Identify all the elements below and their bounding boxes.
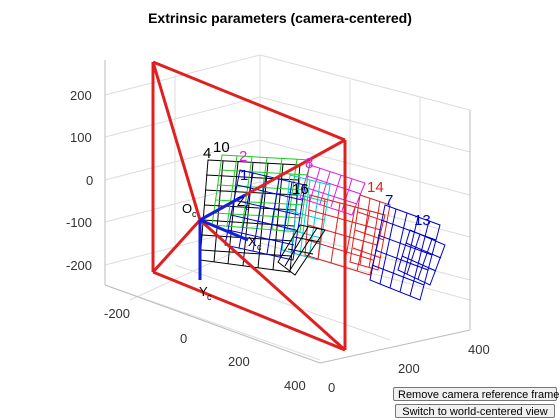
y-axis-subscript: c [207,292,212,302]
origin-label: O [182,201,192,216]
y-tick: 200 [398,361,420,376]
x-axis-subscript: c [257,242,262,252]
z-tick: -200 [66,258,92,273]
x-tick: 400 [284,378,306,393]
board-label-13: 13 [414,212,431,229]
board-label-2: 2 [239,148,247,165]
x-axis-label: X [248,234,257,249]
z-tick: -100 [66,215,92,230]
x-tick-labels: -200 0 200 400 [104,306,306,393]
z-axis-subscript: c [245,202,250,212]
board-13 [397,229,446,286]
y-tick-labels: 0 200 400 [328,342,490,395]
board-label-7: 7 [385,192,393,209]
board-label-1: 1 [240,167,248,184]
camera-labels: O c X c Y c Z c [182,194,262,302]
z-axis-label: Z [237,194,245,209]
board-label-4: 4 [203,145,211,162]
z-tick: 200 [70,88,92,103]
y-axis-label: Y [199,284,208,299]
board-label-8: 8 [305,155,313,172]
z-tick: 0 [86,173,93,188]
switch-view-button[interactable]: Switch to world-centered view [395,404,555,418]
board-1 [224,169,306,261]
x-tick: 200 [228,354,250,369]
axes-box [104,60,471,364]
x-tick: -200 [104,306,130,321]
board-label-16: 16 [292,181,309,198]
plot-title: Extrinsic parameters (camera-centered) [148,10,412,26]
camera-frustum [151,60,347,352]
board-labels: 10 4 2 1 8 16 14 7 13 [203,139,431,229]
y-tick: 400 [468,342,490,357]
remove-camera-frame-button[interactable]: Remove camera reference frame [393,387,559,401]
z-tick-labels: 200 100 0 -100 -200 [66,88,93,273]
camera-z-axis [199,193,246,222]
origin-subscript: c [192,209,197,219]
board-label-14: 14 [367,179,384,196]
board-10 [199,159,301,273]
board-label-10: 10 [213,139,230,156]
y-tick: 0 [328,380,335,395]
x-tick: 0 [180,331,187,346]
camera-axes [198,193,249,280]
board-8 [299,164,366,216]
camera-x-axis [199,218,249,242]
z-tick: 100 [70,130,92,145]
